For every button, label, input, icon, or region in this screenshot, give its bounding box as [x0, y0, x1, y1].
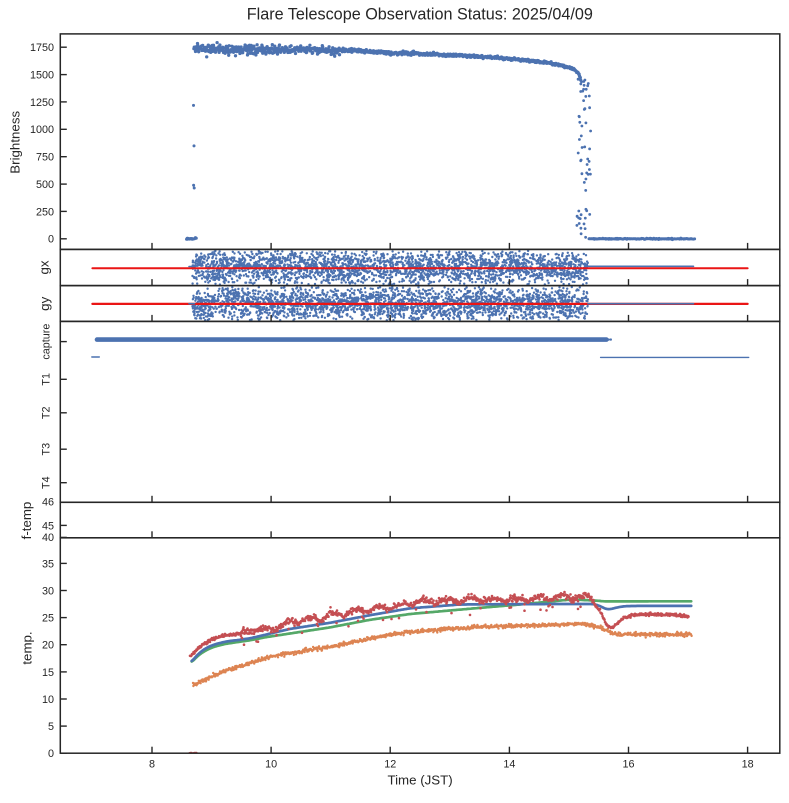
svg-text:0: 0: [48, 234, 54, 246]
svg-text:1250: 1250: [30, 97, 54, 109]
svg-text:46: 46: [42, 497, 54, 509]
svg-text:0: 0: [48, 748, 54, 760]
svg-text:20: 20: [42, 640, 54, 652]
svg-text:temp.: temp.: [20, 631, 35, 664]
svg-text:gx: gx: [37, 260, 52, 274]
svg-text:Flare Telescope Observation St: Flare Telescope Observation Status: 2025…: [247, 6, 593, 24]
svg-text:5: 5: [48, 721, 54, 733]
svg-text:250: 250: [36, 206, 54, 218]
svg-text:12: 12: [384, 758, 396, 770]
svg-text:T3: T3: [41, 443, 53, 456]
svg-text:1500: 1500: [30, 69, 54, 81]
svg-text:T4: T4: [41, 476, 53, 489]
svg-text:1000: 1000: [30, 124, 54, 136]
svg-text:25: 25: [42, 613, 54, 625]
svg-text:Brightness: Brightness: [7, 111, 22, 174]
svg-text:T2: T2: [41, 406, 53, 419]
svg-text:10: 10: [42, 694, 54, 706]
svg-text:8: 8: [149, 758, 155, 770]
svg-text:500: 500: [36, 179, 54, 191]
svg-text:750: 750: [36, 152, 54, 164]
svg-text:14: 14: [503, 758, 515, 770]
svg-text:16: 16: [622, 758, 634, 770]
svg-text:f-temp: f-temp: [19, 502, 34, 540]
svg-text:15: 15: [42, 667, 54, 679]
svg-text:T1: T1: [41, 373, 53, 386]
svg-text:1750: 1750: [30, 42, 54, 54]
svg-text:18: 18: [742, 758, 754, 770]
svg-text:Time (JST): Time (JST): [387, 772, 452, 787]
svg-text:10: 10: [265, 758, 277, 770]
svg-text:35: 35: [42, 558, 54, 570]
svg-text:45: 45: [42, 520, 54, 532]
svg-text:30: 30: [42, 585, 54, 597]
svg-text:gy: gy: [37, 296, 52, 310]
svg-text:capture: capture: [41, 324, 53, 360]
svg-text:40: 40: [42, 532, 54, 544]
